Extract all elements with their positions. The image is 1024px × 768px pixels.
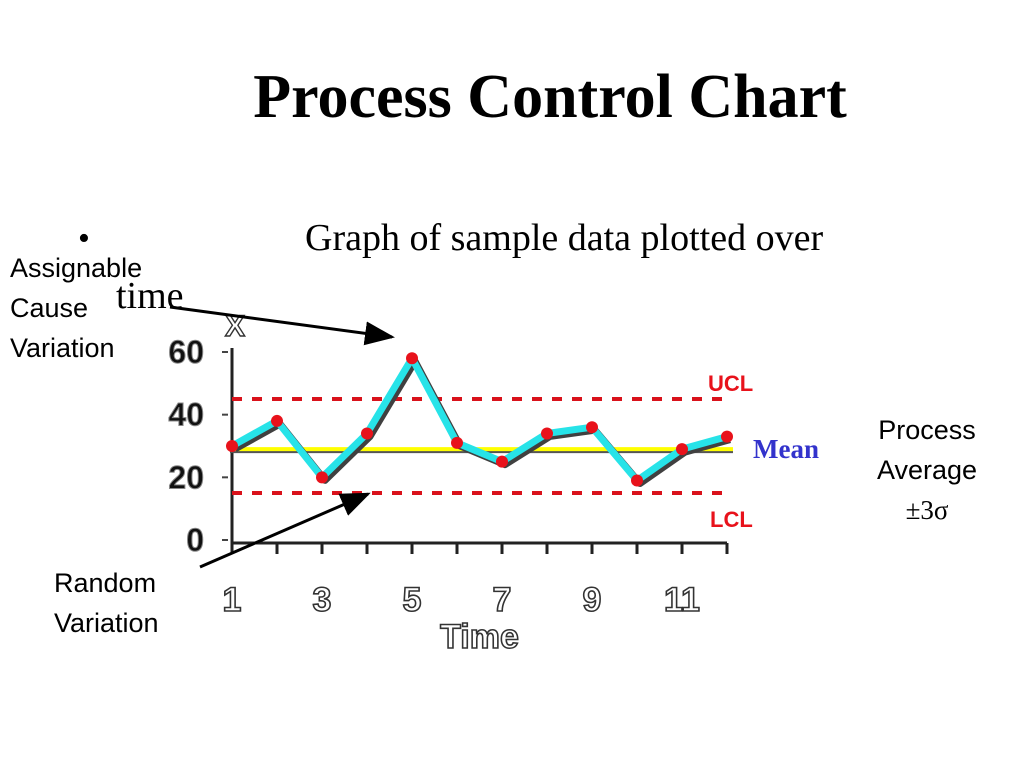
data-point xyxy=(451,436,463,449)
data-point xyxy=(676,443,688,456)
x-axis-label: Time xyxy=(440,618,519,656)
y-tick-label: 60 xyxy=(168,334,204,370)
process-line-1: Process xyxy=(878,415,976,445)
chart-labels: UCL LCL Mean xyxy=(708,371,819,532)
assignable-line-1: Assignable xyxy=(10,253,143,283)
data-point xyxy=(721,430,733,443)
y-tick-label: 0 xyxy=(186,522,204,558)
x-tick-label: 7 xyxy=(493,581,512,619)
bullet-text-line2: time xyxy=(116,275,184,317)
data-point xyxy=(631,474,643,487)
x-tick-label: 5 xyxy=(403,581,422,619)
x-tick-label: 3 xyxy=(313,581,332,619)
data-point xyxy=(406,352,418,365)
lcl-label: LCL xyxy=(710,507,753,532)
random-variation-label: Random Variation xyxy=(54,563,159,643)
data-series xyxy=(226,352,733,487)
assignable-line-2: Cause xyxy=(10,293,89,323)
control-limits xyxy=(230,397,733,495)
random-arrow xyxy=(199,492,371,569)
y-tick-label: 40 xyxy=(168,397,204,433)
data-point xyxy=(541,427,553,440)
assignable-arrow xyxy=(169,305,395,346)
y-tick-label: 20 xyxy=(168,459,204,495)
process-average-label: Process Average ±3σ xyxy=(862,410,992,530)
data-point xyxy=(271,414,283,427)
process-line-2: Average xyxy=(876,455,978,485)
bullet-text-line1: Graph of sample data plotted over xyxy=(305,217,824,259)
annotation-arrows xyxy=(169,305,395,569)
data-point xyxy=(316,471,328,484)
series-line xyxy=(230,354,728,484)
data-point xyxy=(496,455,508,468)
x-tick-label: 11 xyxy=(664,581,700,619)
assignable-cause-label: Assignable Cause Variation xyxy=(10,248,142,368)
data-point xyxy=(361,427,373,440)
slide-title: Process Control Chart xyxy=(253,63,847,131)
x-tick-label: 9 xyxy=(583,581,602,619)
random-line-1: Random xyxy=(54,568,157,598)
data-point xyxy=(586,421,598,434)
assignable-line-3: Variation xyxy=(10,333,115,363)
random-line-2: Variation xyxy=(54,608,159,638)
data-point xyxy=(226,440,238,452)
process-line-3: ±3σ xyxy=(905,495,949,525)
ucl-label: UCL xyxy=(708,371,753,396)
bullet-marker: • xyxy=(78,220,90,257)
mean-label: Mean xyxy=(753,434,819,464)
x-tick-label: 1 xyxy=(223,581,242,619)
